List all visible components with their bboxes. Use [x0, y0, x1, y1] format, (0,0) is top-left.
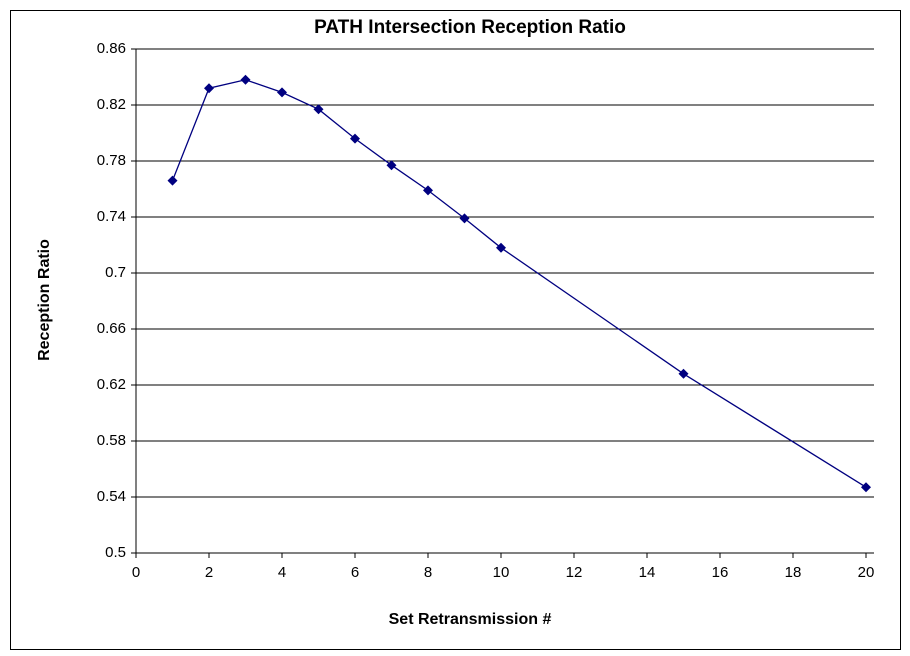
y-tick-label: 0.86: [97, 40, 126, 57]
y-tick-label: 0.5: [105, 544, 126, 561]
data-point: [277, 87, 287, 98]
x-tick-label: 0: [132, 564, 140, 581]
series-line: [171, 79, 867, 488]
data-point: [167, 175, 178, 186]
y-tick-label: 0.78: [97, 152, 126, 169]
x-tick-label: 20: [858, 564, 875, 581]
chart-frame: [10, 10, 901, 650]
data-point: [496, 242, 506, 253]
y-tick-label: 0.74: [97, 208, 126, 225]
data-point: [861, 482, 871, 493]
x-tick-label: 10: [493, 564, 510, 581]
x-axis-label: Set Retransmission #: [389, 611, 552, 628]
data-point: [423, 185, 433, 196]
data-point: [386, 160, 397, 171]
data-point: [313, 104, 324, 115]
x-tick-label: 12: [566, 564, 583, 581]
y-tick-label: 0.62: [97, 376, 126, 393]
y-axis-label: Reception Ratio: [36, 239, 53, 361]
y-tick-label: 0.54: [97, 488, 126, 505]
data-point: [678, 368, 689, 379]
x-tick-label: 6: [351, 564, 359, 581]
y-tick-label: 0.66: [97, 320, 126, 337]
y-tick-label: 0.58: [97, 432, 126, 449]
x-tick-label: 18: [785, 564, 802, 581]
x-tick-label: 4: [278, 564, 286, 581]
data-point: [240, 74, 251, 85]
y-tick-label: 0.7: [105, 264, 126, 281]
x-tick-label: 2: [205, 564, 213, 581]
chart-title: PATH Intersection Reception Ratio: [314, 17, 626, 38]
x-tick-label: 14: [639, 564, 656, 581]
data-point: [350, 133, 360, 144]
x-tick-label: 16: [712, 564, 729, 581]
x-tick-label: 8: [424, 564, 432, 581]
y-tick-label: 0.82: [97, 96, 126, 113]
data-point: [459, 213, 470, 224]
data-point: [204, 83, 214, 94]
